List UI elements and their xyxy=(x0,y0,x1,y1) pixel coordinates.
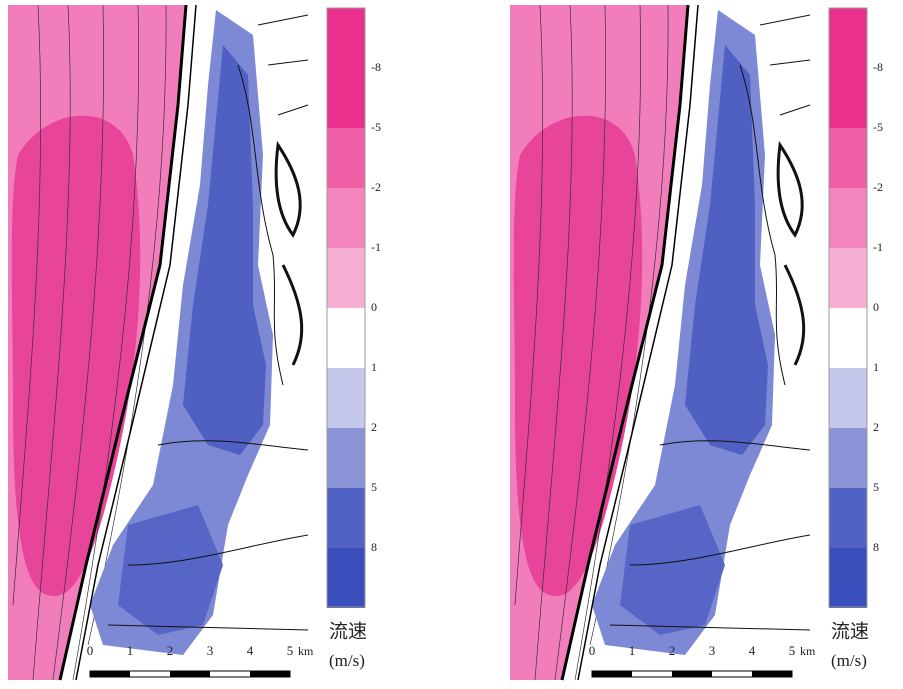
scale-bar-seg xyxy=(752,671,792,677)
legend-label: 1 xyxy=(873,360,879,374)
scale-tick-label: 3 xyxy=(207,643,214,658)
legend-label: 2 xyxy=(371,420,377,434)
legend-label: 0 xyxy=(371,300,377,314)
legend-band xyxy=(327,188,365,248)
scale-unit: km xyxy=(298,644,314,658)
legend-label: -1 xyxy=(873,240,883,254)
legend-band xyxy=(829,308,867,368)
scale-tick-label: 4 xyxy=(749,643,756,658)
legend-label: 5 xyxy=(371,480,377,494)
scale-tick-label: 0 xyxy=(87,643,94,658)
legend-label: -5 xyxy=(873,120,883,134)
scale-tick-label: 2 xyxy=(167,643,174,658)
legend-band xyxy=(327,248,365,308)
scale-bar-seg xyxy=(672,671,712,677)
legend-band xyxy=(327,368,365,428)
legend-band xyxy=(829,68,867,128)
legend-label: 1 xyxy=(371,360,377,374)
legend-label: 2 xyxy=(873,420,879,434)
scale-tick-label: 1 xyxy=(127,643,134,658)
scale-bar-seg xyxy=(90,671,130,677)
scale-bar-seg xyxy=(170,671,210,677)
scale-bar-seg xyxy=(592,671,632,677)
scale-unit: km xyxy=(800,644,816,658)
legend-band xyxy=(327,308,365,368)
legend-title: 流速 xyxy=(329,620,367,642)
legend-label: -2 xyxy=(873,180,883,194)
map-left xyxy=(8,5,318,680)
legend-band xyxy=(829,248,867,308)
legend-label: -5 xyxy=(371,120,381,134)
legend-band xyxy=(829,488,867,548)
legend-band xyxy=(327,548,365,608)
scale-tick-label: 4 xyxy=(247,643,254,658)
legend-band xyxy=(829,188,867,248)
legend-band xyxy=(829,428,867,488)
legend-band xyxy=(829,8,867,68)
scale-tick-label: 0 xyxy=(589,643,596,658)
scale-tick-label: 5 xyxy=(789,643,796,658)
legend-label: 5 xyxy=(873,480,879,494)
legend-label: 8 xyxy=(371,540,377,554)
scale-tick-label: 1 xyxy=(629,643,636,658)
legend-label: 8 xyxy=(873,540,879,554)
scale-tick-label: 3 xyxy=(709,643,716,658)
legend-band xyxy=(829,548,867,608)
legend-label: -8 xyxy=(371,60,381,74)
legend-band xyxy=(327,68,365,128)
legend-label: -2 xyxy=(371,180,381,194)
page: -8 -5 -2 -1 0 1 2 5 8 流速 (m/s) 0 1 2 3 4 5 km -8 -5 -2 -1 0 1 2 5… xyxy=(0,0,903,684)
scale-tick-label: 2 xyxy=(669,643,676,658)
legend-title: 流速 xyxy=(831,620,869,642)
legend-unit: (m/s) xyxy=(831,651,867,670)
legend-band xyxy=(327,488,365,548)
legend-band xyxy=(327,128,365,188)
legend-label: -1 xyxy=(371,240,381,254)
scale-tick-label: 5 xyxy=(287,643,294,658)
legend-label: -8 xyxy=(873,60,883,74)
map-right xyxy=(510,5,820,680)
legend-band xyxy=(327,8,365,68)
scale-bar-seg xyxy=(250,671,290,677)
legend-band xyxy=(829,128,867,188)
legend-unit: (m/s) xyxy=(329,651,365,670)
legend-label: 0 xyxy=(873,300,879,314)
legend-band xyxy=(829,368,867,428)
legend-band xyxy=(327,428,365,488)
